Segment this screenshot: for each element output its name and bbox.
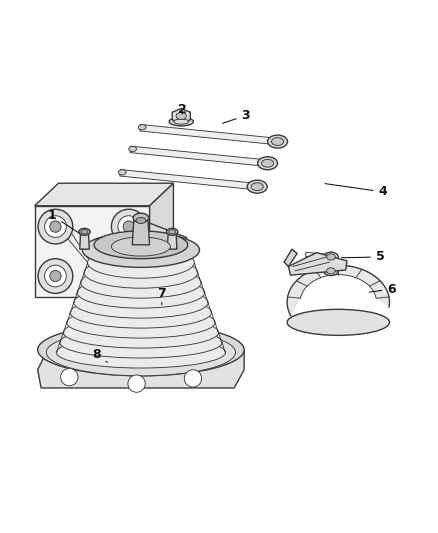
Ellipse shape — [169, 117, 194, 126]
Text: 8: 8 — [92, 348, 107, 362]
Polygon shape — [288, 253, 347, 275]
Polygon shape — [132, 218, 150, 245]
Ellipse shape — [327, 268, 335, 274]
Ellipse shape — [94, 231, 188, 259]
Polygon shape — [287, 265, 389, 316]
Circle shape — [118, 265, 140, 287]
Ellipse shape — [88, 247, 194, 278]
Ellipse shape — [81, 230, 88, 234]
Ellipse shape — [272, 138, 284, 146]
Text: 4: 4 — [325, 183, 387, 198]
Circle shape — [45, 265, 66, 287]
Ellipse shape — [118, 169, 126, 175]
Ellipse shape — [67, 307, 215, 338]
Ellipse shape — [324, 266, 338, 276]
Ellipse shape — [81, 267, 201, 298]
Ellipse shape — [57, 337, 226, 368]
Ellipse shape — [166, 228, 178, 235]
Polygon shape — [150, 223, 187, 281]
Polygon shape — [38, 350, 244, 388]
Circle shape — [118, 216, 140, 237]
Circle shape — [38, 209, 73, 244]
Polygon shape — [130, 146, 268, 166]
Ellipse shape — [63, 317, 219, 348]
Polygon shape — [284, 249, 297, 266]
Ellipse shape — [60, 327, 222, 358]
Text: 6: 6 — [369, 282, 396, 296]
Polygon shape — [172, 108, 190, 124]
Circle shape — [184, 370, 201, 387]
Ellipse shape — [115, 257, 136, 272]
Circle shape — [60, 368, 78, 386]
Polygon shape — [80, 232, 89, 249]
Circle shape — [123, 221, 134, 232]
Ellipse shape — [133, 213, 149, 223]
Ellipse shape — [111, 237, 170, 256]
Ellipse shape — [77, 277, 205, 308]
Ellipse shape — [70, 297, 212, 328]
Circle shape — [45, 216, 66, 237]
Ellipse shape — [46, 329, 236, 376]
Ellipse shape — [169, 230, 176, 234]
Ellipse shape — [287, 309, 389, 335]
Text: 5: 5 — [342, 251, 385, 263]
Circle shape — [50, 221, 61, 232]
Ellipse shape — [327, 254, 335, 260]
Ellipse shape — [176, 112, 187, 119]
Polygon shape — [306, 266, 331, 273]
Ellipse shape — [258, 157, 278, 169]
Polygon shape — [150, 183, 173, 297]
Circle shape — [50, 270, 61, 281]
Polygon shape — [35, 206, 150, 297]
Ellipse shape — [74, 287, 208, 318]
Polygon shape — [167, 232, 177, 249]
Text: 2: 2 — [178, 103, 187, 116]
Polygon shape — [35, 183, 173, 206]
Polygon shape — [120, 169, 258, 190]
Ellipse shape — [79, 228, 90, 235]
Text: 7: 7 — [157, 287, 166, 305]
Ellipse shape — [84, 257, 198, 288]
Ellipse shape — [129, 147, 137, 151]
Ellipse shape — [251, 183, 263, 191]
Polygon shape — [140, 124, 278, 145]
Ellipse shape — [324, 252, 338, 262]
Ellipse shape — [261, 159, 274, 167]
Text: 1: 1 — [48, 209, 80, 234]
Circle shape — [123, 270, 134, 281]
Circle shape — [38, 259, 73, 293]
Text: 3: 3 — [223, 109, 250, 123]
Circle shape — [111, 209, 146, 244]
Ellipse shape — [136, 217, 146, 223]
Polygon shape — [306, 252, 331, 259]
Ellipse shape — [247, 180, 267, 193]
Circle shape — [111, 259, 146, 293]
Ellipse shape — [82, 233, 199, 268]
Ellipse shape — [38, 324, 244, 376]
Ellipse shape — [174, 119, 189, 124]
Ellipse shape — [268, 135, 287, 148]
Ellipse shape — [138, 125, 146, 130]
Circle shape — [128, 375, 145, 392]
